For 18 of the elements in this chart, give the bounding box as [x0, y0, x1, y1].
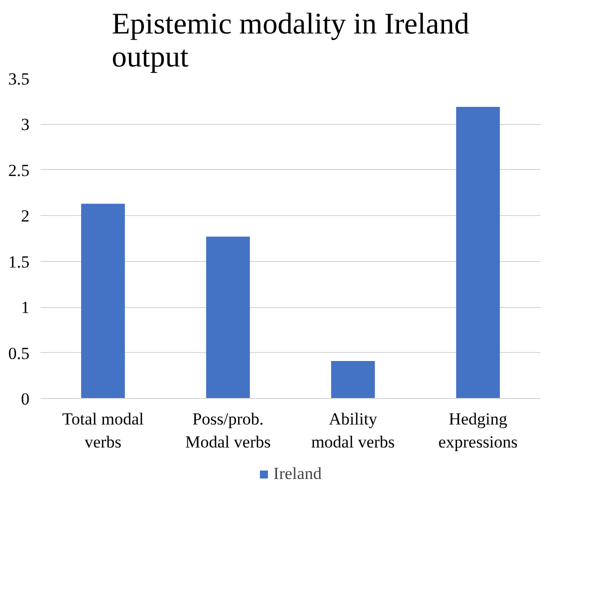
y-tick-label: 2 [21, 206, 30, 226]
bar [206, 236, 250, 398]
y-tick-label: 2.5 [8, 160, 30, 180]
bar [331, 361, 375, 398]
bar [456, 106, 500, 398]
legend-label: Ireland [273, 464, 322, 484]
x-tick-label: Total modal verbs [62, 410, 144, 452]
bar [81, 204, 125, 398]
chart-title: Epistemic modality in Ireland output [112, 8, 470, 74]
y-tick-label: 0.5 [8, 344, 30, 363]
y-tick-label: 1 [21, 298, 30, 318]
y-tick-label: 0 [21, 390, 30, 408]
y-tick-label: 3 [21, 115, 30, 134]
x-tick-label: Ability modal verbs [311, 410, 395, 452]
x-tick-label: Poss/prob. Modal verbs [185, 410, 271, 452]
y-tick-label: 3.5 [8, 70, 30, 88]
y-tick-label: 1.5 [8, 252, 30, 272]
x-tick-label: Hedging expressions [438, 410, 518, 452]
